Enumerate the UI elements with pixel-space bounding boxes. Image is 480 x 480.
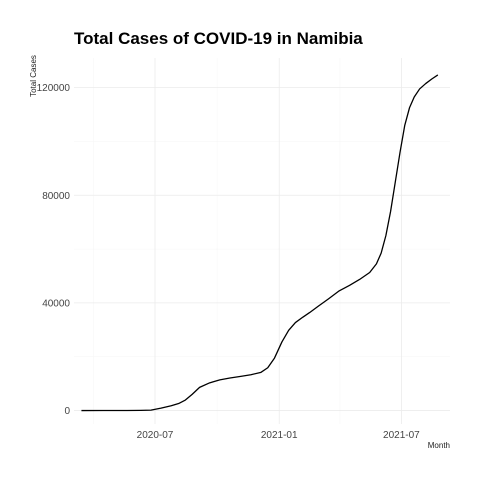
y-tick-label: 0 <box>64 406 70 417</box>
x-axis-title: Month <box>428 441 450 450</box>
x-tick-labels: 2020-07 2021-01 2021-07 <box>137 430 421 441</box>
major-gridlines <box>74 58 450 424</box>
x-tick-label: 2020-07 <box>137 430 174 441</box>
x-tick-label: 2021-07 <box>383 430 420 441</box>
x-tick-label: 2021-01 <box>261 430 298 441</box>
y-tick-label: 40000 <box>42 298 70 309</box>
minor-gridlines <box>74 58 450 424</box>
total-cases-line <box>81 74 439 412</box>
y-tick-label: 120000 <box>37 83 71 94</box>
chart-title: Total Cases of COVID-19 in Namibia <box>74 29 363 48</box>
y-tick-label: 80000 <box>42 191 70 202</box>
y-tick-labels: 0 40000 80000 120000 <box>37 83 71 417</box>
y-axis-title: Total Cases <box>29 55 38 97</box>
